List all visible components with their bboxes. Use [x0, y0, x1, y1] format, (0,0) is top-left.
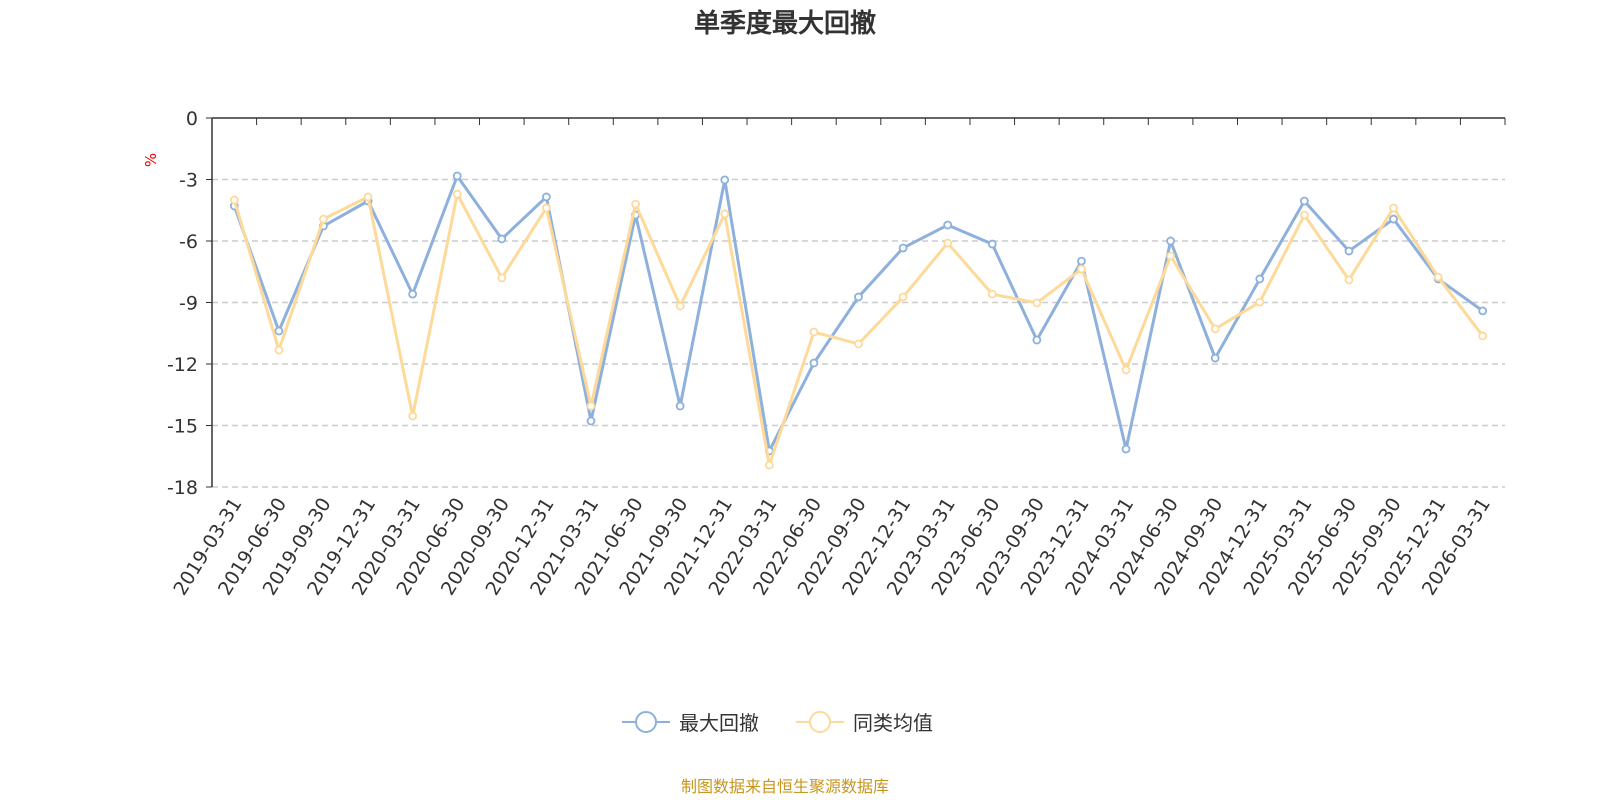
y-tick-label: -6: [179, 231, 198, 253]
data-point: [854, 339, 863, 349]
data-point: [943, 238, 953, 248]
data-point: [408, 411, 418, 421]
footer-source: 制图数据来自恒生聚源数据库: [681, 777, 889, 796]
data-point: [1389, 214, 1398, 224]
data-point: [408, 289, 418, 299]
data-point: [1255, 274, 1265, 284]
data-point: [274, 326, 284, 336]
data-point: [1478, 306, 1488, 316]
data-point: [1255, 297, 1265, 307]
data-point: [229, 195, 239, 205]
data-point: [1299, 196, 1309, 206]
chart-title: 单季度最大回撤: [694, 8, 876, 39]
data-point: [1210, 324, 1220, 334]
data-point: [1344, 246, 1354, 256]
y-axis-unit: %: [142, 153, 160, 167]
legend-item[interactable]: 同类均值: [796, 711, 933, 735]
data-point: [319, 214, 328, 224]
data-point: [631, 199, 640, 209]
data-point: [809, 327, 819, 337]
data-point: [987, 289, 997, 299]
data-point: [1433, 272, 1443, 282]
data-point: [497, 234, 507, 244]
y-tick-label: -18: [167, 477, 198, 499]
data-point: [1166, 236, 1176, 246]
data-point: [1032, 298, 1042, 308]
data-point: [1299, 210, 1309, 220]
legend-label: 同类均值: [853, 711, 933, 735]
data-point: [1210, 353, 1220, 363]
data-point: [943, 220, 953, 230]
data-point: [809, 358, 819, 368]
data-point: [1344, 275, 1354, 285]
data-point: [1478, 331, 1488, 341]
data-point: [497, 273, 507, 283]
data-point: [363, 192, 373, 202]
data-point: [274, 345, 284, 355]
legend-marker-icon: [809, 711, 831, 733]
data-point: [854, 292, 863, 302]
data-point: [720, 175, 730, 185]
data-point: [720, 209, 730, 219]
legend-item[interactable]: 最大回撤: [622, 711, 759, 735]
series-line-0: [232, 172, 1484, 456]
data-point: [1121, 444, 1131, 454]
data-point: [1121, 365, 1131, 375]
data-point: [452, 189, 462, 199]
data-point: [1077, 264, 1086, 274]
data-point: [541, 203, 551, 213]
y-tick-label: -15: [167, 416, 198, 438]
legend-label: 最大回撤: [679, 711, 759, 735]
data-point: [1077, 256, 1086, 266]
data-point: [764, 460, 774, 470]
data-point: [1389, 203, 1398, 213]
data-point: [1166, 251, 1176, 261]
data-point: [1032, 335, 1042, 345]
data-point: [898, 292, 908, 302]
data-point: [541, 192, 551, 202]
data-point: [586, 416, 596, 426]
legend-marker-icon: [635, 711, 657, 733]
data-point: [898, 243, 908, 253]
data-point: [675, 401, 685, 411]
y-tick-label: -9: [179, 293, 198, 315]
series-line-1: [232, 189, 1484, 466]
data-point: [452, 171, 462, 181]
y-tick-label: -3: [179, 170, 198, 192]
data-point: [586, 401, 596, 411]
data-point: [675, 301, 685, 311]
y-tick-label: 0: [186, 108, 198, 130]
data-point: [987, 239, 997, 249]
y-tick-label: -12: [167, 354, 198, 376]
